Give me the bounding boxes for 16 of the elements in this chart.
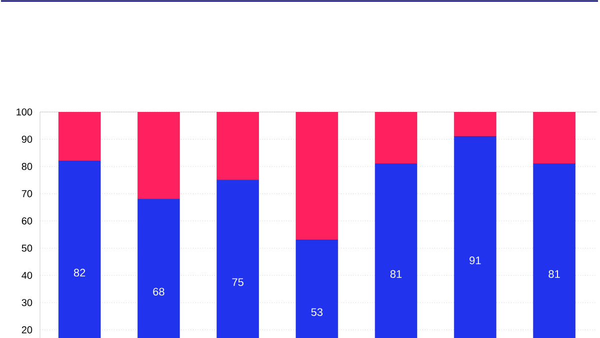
data-label: 68	[153, 288, 164, 296]
data-label: 75	[232, 278, 244, 286]
data-label: 81	[390, 270, 402, 278]
data-label: 53	[311, 308, 323, 316]
data-label: 82	[74, 268, 86, 277]
y-tick-label: 90	[22, 136, 32, 143]
y-tick-label: 40	[22, 272, 32, 279]
data-label: 91	[470, 256, 481, 264]
y-tick-label: 20	[22, 326, 32, 334]
y-tick-label: 30	[22, 299, 32, 306]
y-tick-label: 50	[22, 244, 32, 252]
y-tick-label: 80	[22, 162, 32, 170]
y-tick-label: 60	[22, 217, 32, 224]
data-label: 81	[548, 270, 560, 278]
y-tick-label: 70	[22, 190, 32, 198]
y-tick-label: 100	[16, 108, 32, 116]
